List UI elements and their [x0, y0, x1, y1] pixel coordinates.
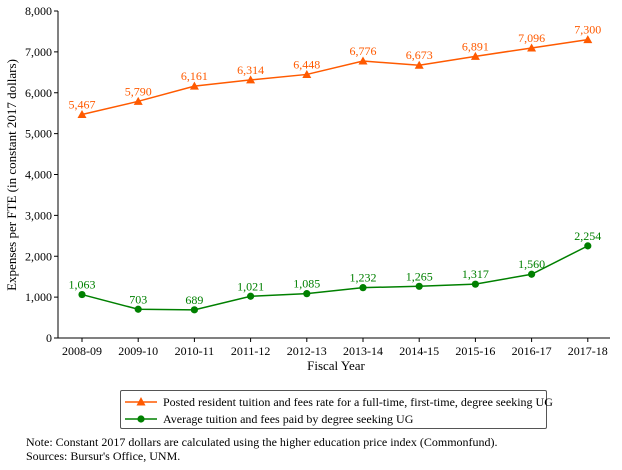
- y-tick-label: 8,000: [25, 4, 52, 18]
- x-tick-label: 2014-15: [399, 344, 439, 358]
- x-axis-title: Fiscal Year: [307, 358, 365, 373]
- y-tick-label: 1,000: [25, 290, 52, 304]
- data-point: [246, 75, 256, 84]
- data-point: [583, 35, 593, 44]
- data-label: 5,790: [125, 84, 152, 98]
- y-tick-label: 7,000: [25, 45, 52, 59]
- legend-item-posted-rate: Posted resident tuition and fees rate fo…: [121, 393, 553, 411]
- x-tick-label: 2012-13: [287, 344, 327, 358]
- data-point: [471, 280, 479, 288]
- data-point: [247, 292, 255, 300]
- data-point: [527, 43, 537, 52]
- data-point: [359, 284, 367, 292]
- note-line: Note: Constant 2017 dollars are calculat…: [26, 435, 498, 449]
- y-tick-label: 5,000: [25, 127, 52, 141]
- x-tick-label: 2010-11: [175, 344, 215, 358]
- data-label: 703: [129, 292, 147, 306]
- data-label: 6,314: [237, 63, 264, 77]
- data-label: 6,673: [406, 48, 433, 62]
- data-label: 7,096: [518, 31, 545, 45]
- y-axis-title: Expenses per FTE (in constant 2017 dolla…: [4, 59, 19, 291]
- data-point: [414, 60, 424, 69]
- data-label: 1,232: [350, 271, 377, 285]
- circle-marker-icon: [125, 415, 157, 423]
- data-label: 5,467: [69, 98, 96, 112]
- data-point: [528, 270, 536, 278]
- series-1: 5,467 5,790 6,161 6,314 6,448 6,776 6,673 6,891…: [69, 23, 601, 119]
- y-tick-label: 3,000: [25, 208, 52, 222]
- x-tick-label: 2008-09: [62, 344, 102, 358]
- data-point: [78, 290, 86, 299]
- data-label: 1,560: [518, 257, 545, 271]
- legend-label-average-paid: Average tuition and fees paid by degree …: [163, 411, 414, 426]
- data-label: 1,265: [406, 269, 433, 283]
- data-label: 1,085: [293, 277, 320, 291]
- data-label: 689: [185, 293, 203, 307]
- data-label: 6,891: [462, 39, 489, 53]
- data-point: [133, 96, 143, 105]
- data-point: [470, 51, 480, 60]
- data-point: [303, 290, 311, 298]
- data-point: [358, 56, 368, 65]
- series-line: [81, 38, 588, 116]
- data-label: 2,254: [574, 229, 601, 243]
- data-point: [189, 81, 199, 90]
- legend-label-posted-rate: Posted resident tuition and fees rate fo…: [163, 394, 553, 409]
- series-line: [81, 245, 589, 311]
- data-label: 1,317: [462, 267, 489, 281]
- x-tick-label: 2015-16: [455, 344, 495, 358]
- y-tick-label: 4,000: [25, 168, 52, 182]
- legend-item-average-paid: Average tuition and fees paid by degree …: [121, 410, 413, 428]
- data-label: 1,063: [69, 278, 96, 292]
- data-point: [190, 306, 198, 314]
- data-point: [584, 242, 592, 250]
- chart: 0 1,000 2,000 3,000 4,000 5,000 6,000 7,000 8,00…: [4, 4, 610, 373]
- data-label: 7,300: [574, 23, 601, 37]
- axes: 0 1,000 2,000 3,000 4,000 5,000 6,000 7,000 8,00…: [25, 4, 610, 358]
- notes: Note: Constant 2017 dollars are calculat…: [26, 435, 498, 463]
- data-point: [302, 69, 312, 78]
- y-tick-label: 6,000: [25, 86, 52, 100]
- legend: Posted resident tuition and fees rate fo…: [120, 390, 553, 429]
- triangle-marker-icon: [125, 397, 157, 406]
- x-tick-label: 2013-14: [343, 344, 383, 358]
- source-line: Sources: Bursur's Office, UNM.: [26, 449, 181, 463]
- x-tick-label: 2011-12: [231, 344, 271, 358]
- data-point: [134, 305, 142, 313]
- data-label: 6,448: [293, 57, 320, 71]
- data-point: [77, 110, 87, 119]
- data-label: 1,021: [237, 279, 264, 293]
- y-tick-label: 2,000: [25, 249, 52, 263]
- series-layer: 5,467 5,790 6,161 6,314 6,448 6,776 6,673 6,891…: [69, 23, 601, 314]
- y-tick-label: 0: [46, 331, 52, 345]
- data-label: 6,161: [181, 69, 208, 83]
- x-tick-label: 2016-17: [512, 344, 552, 358]
- data-label: 6,776: [350, 44, 377, 58]
- x-tick-label: 2017-18: [568, 344, 608, 358]
- series-2: 1,063 703 689 1,021 1,085 1,232 1,265 1,317 1,56…: [69, 229, 601, 314]
- x-tick-label: 2009-10: [118, 344, 158, 358]
- data-point: [415, 282, 423, 290]
